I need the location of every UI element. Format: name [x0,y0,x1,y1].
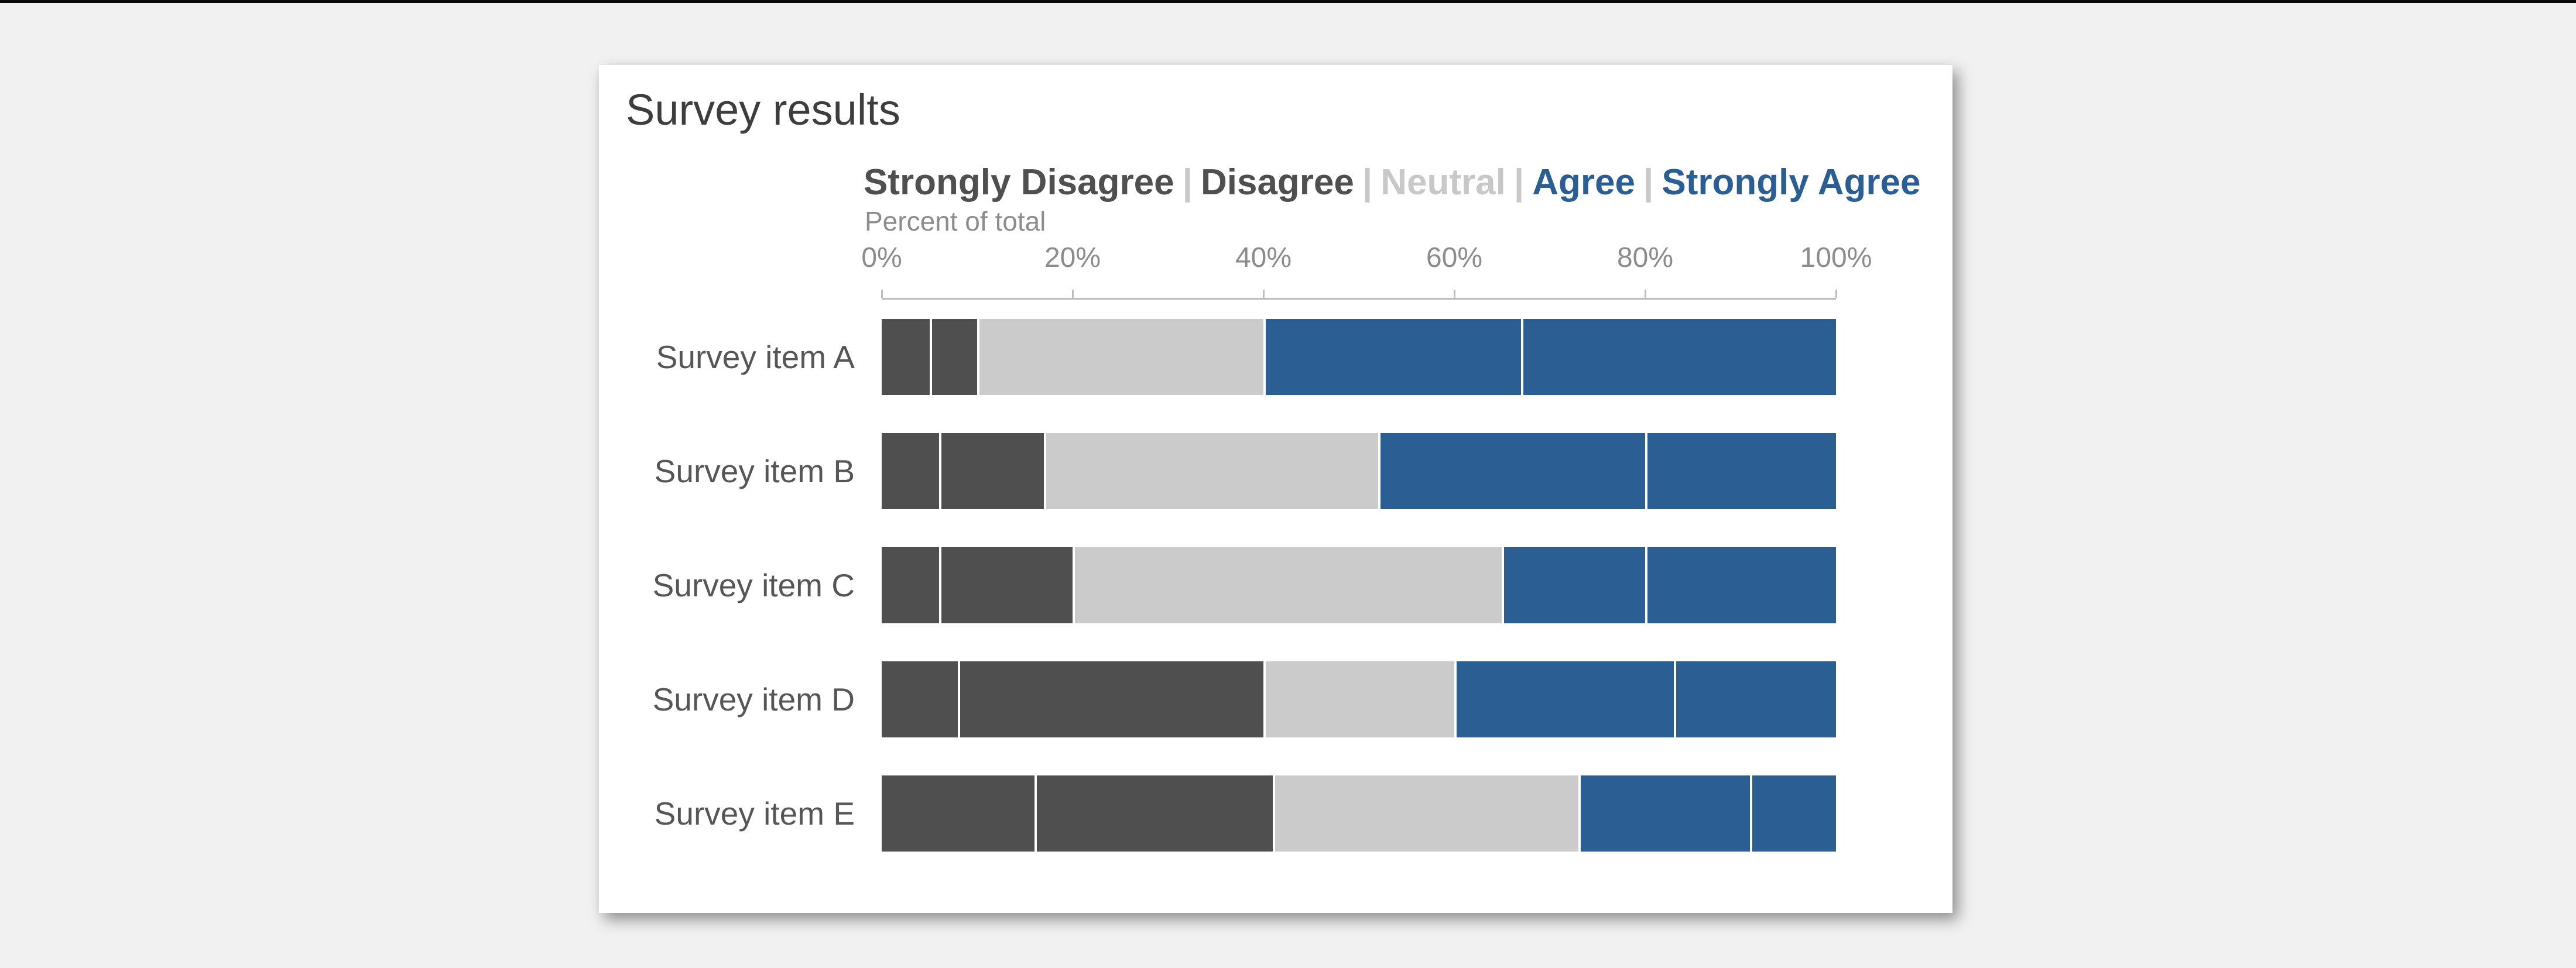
bar-segment-strongly-agree[interactable] [1673,661,1836,737]
bar-segment-neutral[interactable] [1263,661,1454,737]
row-label-survey-item-d: Survey item D [652,681,855,718]
axis-tick-label-80-: 80% [1616,242,1674,273]
bar-segment-strongly-disagree[interactable] [882,661,958,737]
axis-tick-mark [881,289,883,298]
bar-row-survey-item-c: Survey item C [599,547,1952,623]
bar-segment-agree[interactable] [1454,661,1674,737]
axis-tick-mark [1263,289,1265,298]
legend-item-disagree: Disagree [1200,162,1354,203]
bar-row-survey-item-e: Survey item E [599,775,1952,852]
axis-tick-label-100-: 100% [1800,242,1872,273]
axis-tick-mark [1835,289,1837,298]
axis-caption: Percent of total [865,205,1046,236]
bar-segment-agree[interactable] [1378,432,1645,509]
legend-item-agree: Agree [1532,162,1635,203]
bar-segment-strongly-disagree[interactable] [882,318,930,395]
bar-row-survey-item-b: Survey item B [599,432,1952,509]
bar-segment-agree[interactable] [1263,318,1522,395]
bar-track-survey-item-e [882,775,1836,852]
axis-tick-mark [1454,289,1455,298]
bar-segment-disagree[interactable] [1034,775,1273,852]
legend-item-strongly-agree: Strongly Agree [1662,162,1921,203]
legend-separator: | [1182,162,1193,203]
bar-segment-neutral[interactable] [1072,547,1502,623]
window-top-strip [0,0,2576,3]
bar-segment-agree[interactable] [1578,775,1751,852]
bar-track-survey-item-a [882,318,1836,395]
bar-segment-neutral[interactable] [1273,775,1578,852]
bar-segment-disagree[interactable] [938,432,1044,509]
axis-tick-label-20-: 20% [1044,242,1101,273]
bar-rows: Survey item A Survey item B Survey item C S… [599,318,1952,852]
row-label-survey-item-e: Survey item E [654,795,855,832]
row-label-survey-item-a: Survey item A [656,338,855,375]
axis-tick-mark [1072,289,1074,298]
axis-tick-label-60-: 60% [1426,242,1483,273]
bar-segment-strongly-agree[interactable] [1750,775,1836,852]
bar-row-survey-item-d: Survey item D [599,661,1952,737]
axis-tick-label-0-: 0% [861,242,902,273]
legend-separator: | [1362,162,1373,203]
bar-segment-disagree[interactable] [958,661,1263,737]
legend-item-strongly-disagree: Strongly Disagree [864,162,1174,203]
chart-title: Survey results [626,85,900,134]
legend-separator: | [1643,162,1654,203]
bar-segment-strongly-disagree[interactable] [882,547,939,623]
row-label-survey-item-b: Survey item B [654,452,855,489]
bar-row-survey-item-a: Survey item A [599,318,1952,395]
row-label-survey-item-c: Survey item C [652,567,855,603]
survey-results-card: Survey results Strongly Disagree | Disagre… [599,65,1952,913]
bar-segment-strongly-agree[interactable] [1521,318,1836,395]
bar-segment-strongly-agree[interactable] [1645,432,1836,509]
axis-line [881,289,1837,300]
bar-segment-strongly-agree[interactable] [1645,547,1836,623]
axis-tick-label-40-: 40% [1235,242,1292,273]
bar-segment-strongly-disagree[interactable] [882,775,1034,852]
bar-segment-strongly-disagree[interactable] [882,432,939,509]
bar-segment-neutral[interactable] [977,318,1263,395]
axis-tick-mark [1645,289,1646,298]
axis-tick-labels: 0% 20% 40% 60% 80% 100% [861,242,1872,274]
bar-track-survey-item-c [882,547,1836,623]
legend-separator: | [1513,162,1525,203]
legend: Strongly Disagree | Disagree | Neutral | Agree… [864,162,1952,203]
bar-segment-disagree[interactable] [938,547,1073,623]
bar-track-survey-item-b [882,432,1836,509]
bar-segment-neutral[interactable] [1044,432,1378,509]
legend-item-neutral: Neutral [1381,162,1506,203]
bar-track-survey-item-d [882,661,1836,737]
bar-segment-disagree[interactable] [929,318,977,395]
bar-segment-agree[interactable] [1502,547,1645,623]
